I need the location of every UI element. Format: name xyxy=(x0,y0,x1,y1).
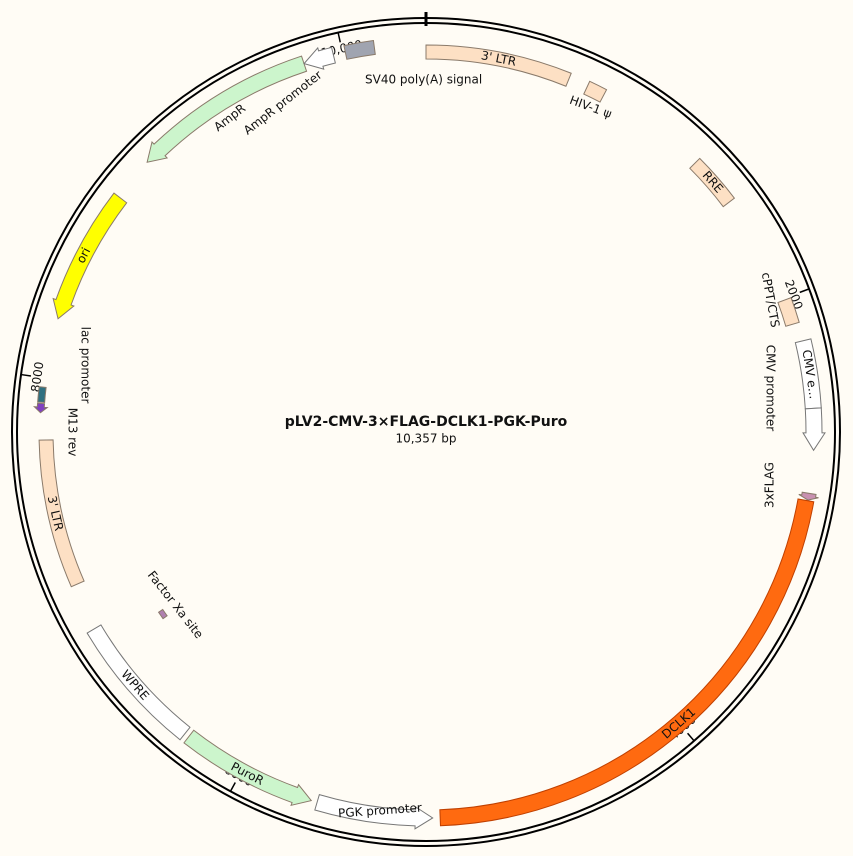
feature-arc xyxy=(157,608,168,620)
feature-label: SV40 poly(A) signal xyxy=(365,73,482,87)
feature-arc xyxy=(425,44,572,87)
feature-arc xyxy=(439,498,815,827)
feature-arc xyxy=(37,386,47,404)
feature-label: CMV promoter xyxy=(764,345,778,432)
tick-mark xyxy=(799,288,810,294)
feature-arc xyxy=(343,39,376,60)
feature-arc xyxy=(314,794,434,830)
feature-arc xyxy=(86,624,191,741)
feature-label: lac promoter xyxy=(79,327,93,404)
feature-label: 3' LTR xyxy=(480,48,517,69)
feature-arc xyxy=(183,729,313,807)
feature-label: M13 rev xyxy=(66,408,80,457)
tick-mark xyxy=(687,732,695,742)
plasmid-size: 10,357 bp xyxy=(395,432,456,446)
tick-mark xyxy=(229,782,236,792)
tick-mark xyxy=(337,32,341,43)
feature-arc xyxy=(146,55,308,163)
feature-label: 3xFLAG xyxy=(763,462,777,508)
tick-label: 8000 xyxy=(28,361,46,393)
feature-arc xyxy=(802,407,826,452)
feature-arc xyxy=(38,439,85,588)
feature-arc xyxy=(583,80,608,103)
plasmid-name: pLV2-CMV-3×FLAG-DCLK1-PGK-Puro xyxy=(285,414,568,430)
feature-arc xyxy=(798,491,819,501)
feature-arc xyxy=(689,157,736,208)
feature-label: ori xyxy=(74,245,94,265)
tick-mark xyxy=(20,373,32,377)
feature-arc xyxy=(52,192,128,320)
feature-label: PGK promoter xyxy=(338,801,423,821)
feature-arc xyxy=(777,297,800,327)
feature-arc xyxy=(303,46,336,70)
feature-arc xyxy=(33,402,49,414)
